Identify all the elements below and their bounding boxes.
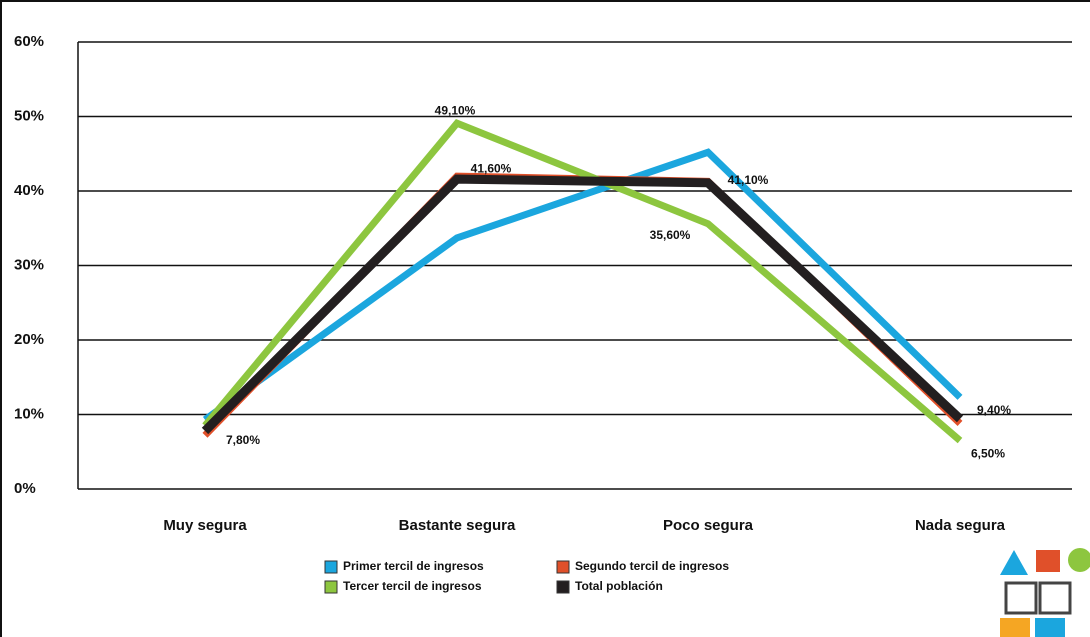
legend-label: Total población xyxy=(575,579,663,593)
logo xyxy=(1000,548,1090,637)
series-line xyxy=(202,148,963,423)
series-line xyxy=(202,172,963,438)
data-label: 7,80% xyxy=(226,433,260,447)
data-label: 41,10% xyxy=(728,173,769,187)
legend-swatch xyxy=(556,560,570,574)
y-tick-label: 50% xyxy=(14,107,44,124)
legend-label: Tercer tercil de ingresos xyxy=(343,579,482,593)
legend-label: Segundo tercil de ingresos xyxy=(575,559,729,573)
data-label: 49,10% xyxy=(435,103,476,117)
y-tick-label: 20% xyxy=(14,331,44,348)
y-tick-label: 30% xyxy=(14,256,44,273)
y-tick-label: 60% xyxy=(14,33,44,50)
legend-swatch xyxy=(324,560,338,574)
data-label: 9,40% xyxy=(977,403,1011,417)
legend-swatch xyxy=(324,580,338,594)
y-tick-label: 0% xyxy=(14,480,36,497)
data-label: 35,60% xyxy=(650,228,691,242)
legend-label: Primer tercil de ingresos xyxy=(343,559,484,573)
x-tick-label: Bastante segura xyxy=(399,517,516,534)
y-tick-label: 40% xyxy=(14,182,44,199)
data-label: 6,50% xyxy=(971,447,1005,461)
y-tick-label: 10% xyxy=(14,405,44,422)
data-label: 41,60% xyxy=(471,161,512,175)
series-line xyxy=(201,174,964,435)
x-tick-label: Muy segura xyxy=(163,517,247,534)
x-tick-label: Poco segura xyxy=(663,517,754,534)
series-line xyxy=(202,119,963,444)
legend-swatch xyxy=(556,580,570,594)
x-tick-label: Nada segura xyxy=(915,517,1006,534)
